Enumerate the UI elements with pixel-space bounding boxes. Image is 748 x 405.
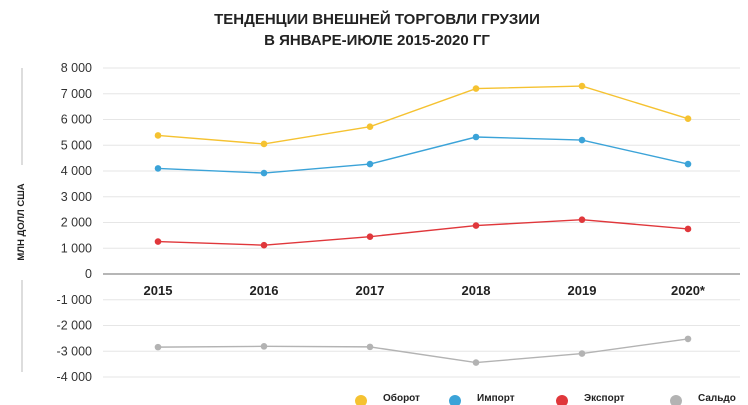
data-point — [578, 136, 586, 144]
series-3 — [154, 216, 692, 249]
series-line — [157, 85, 689, 145]
series-line — [157, 136, 689, 174]
series-1 — [154, 82, 692, 148]
data-point — [154, 238, 162, 245]
data-point — [578, 82, 586, 90]
y-tick-layer: 8 000 7 000 6 000 5 000 4 000 3 000 2 000 1 000… — [57, 61, 93, 384]
series-4 — [154, 335, 692, 366]
data-point — [260, 169, 268, 177]
y-tick-label: -2 000 — [57, 319, 92, 333]
y-tick-label: 6 000 — [61, 113, 92, 127]
x-tick-label: 2020* — [671, 283, 706, 298]
data-point — [684, 335, 692, 343]
x-tick-label: 2016 — [250, 283, 279, 298]
data-point — [366, 160, 374, 168]
data-point — [154, 132, 162, 139]
x-tick-label: 2017 — [356, 283, 385, 298]
data-point — [578, 350, 586, 357]
data-point — [578, 216, 586, 223]
series-layer — [154, 82, 692, 366]
y-tick-label: -3 000 — [57, 344, 92, 358]
data-point — [684, 115, 692, 123]
legend-marker — [355, 395, 367, 405]
data-point — [472, 133, 480, 141]
y-tick-label: 0 — [85, 267, 92, 281]
y-tick-label: 2 000 — [61, 216, 92, 230]
series-line — [157, 218, 689, 246]
data-point — [366, 123, 374, 131]
data-point — [366, 343, 374, 351]
legend-label: Сальдо — [698, 393, 736, 404]
y-tick-label: -1 000 — [57, 293, 92, 307]
x-tick-label: 2019 — [568, 283, 597, 298]
x-tick-label: 2015 — [144, 283, 173, 298]
data-point — [472, 85, 480, 92]
chart-title-line1: ТЕНДЕНЦИИ ВНЕШНЕЙ ТОРГОВЛИ ГРУЗИИ — [214, 10, 540, 28]
data-point — [260, 241, 268, 249]
data-point — [154, 343, 162, 351]
y-tick-label: -4 000 — [57, 370, 92, 384]
y-tick-label: 1 000 — [61, 241, 92, 255]
data-point — [684, 160, 692, 168]
y-tick-label: 8 000 — [61, 61, 92, 75]
y-tick-label: 4 000 — [61, 164, 92, 178]
series-2 — [154, 133, 692, 177]
data-point — [366, 233, 374, 240]
legend-marker — [670, 395, 682, 405]
data-point — [154, 165, 162, 172]
data-point — [472, 222, 480, 229]
grid-layer — [103, 67, 740, 378]
legend-marker — [556, 395, 568, 405]
y-tick-label: 3 000 — [61, 190, 92, 204]
legend-marker — [449, 395, 461, 405]
legend: Оборот Импорт Экспорт Сальдо — [355, 392, 736, 405]
y-tick-label: 7 000 — [61, 87, 92, 101]
x-tick-layer: 2015 2016 2017 2018 2019 2020* — [144, 283, 706, 298]
legend-label: Экспорт — [584, 393, 625, 404]
x-tick-label: 2018 — [462, 283, 491, 298]
y-axis-label: МЛН ДОЛЛ США — [16, 183, 27, 260]
y-tick-label: 5 000 — [61, 138, 92, 152]
data-point — [472, 359, 480, 366]
data-point — [684, 225, 692, 233]
data-point — [260, 140, 268, 148]
chart-title-line2: В ЯНВАРЕ-ИЮЛЕ 2015-2020 ГГ — [264, 32, 490, 49]
legend-label: Импорт — [477, 393, 515, 404]
data-point — [260, 343, 268, 350]
series-line — [157, 338, 689, 364]
legend-label: Оборот — [383, 392, 420, 404]
